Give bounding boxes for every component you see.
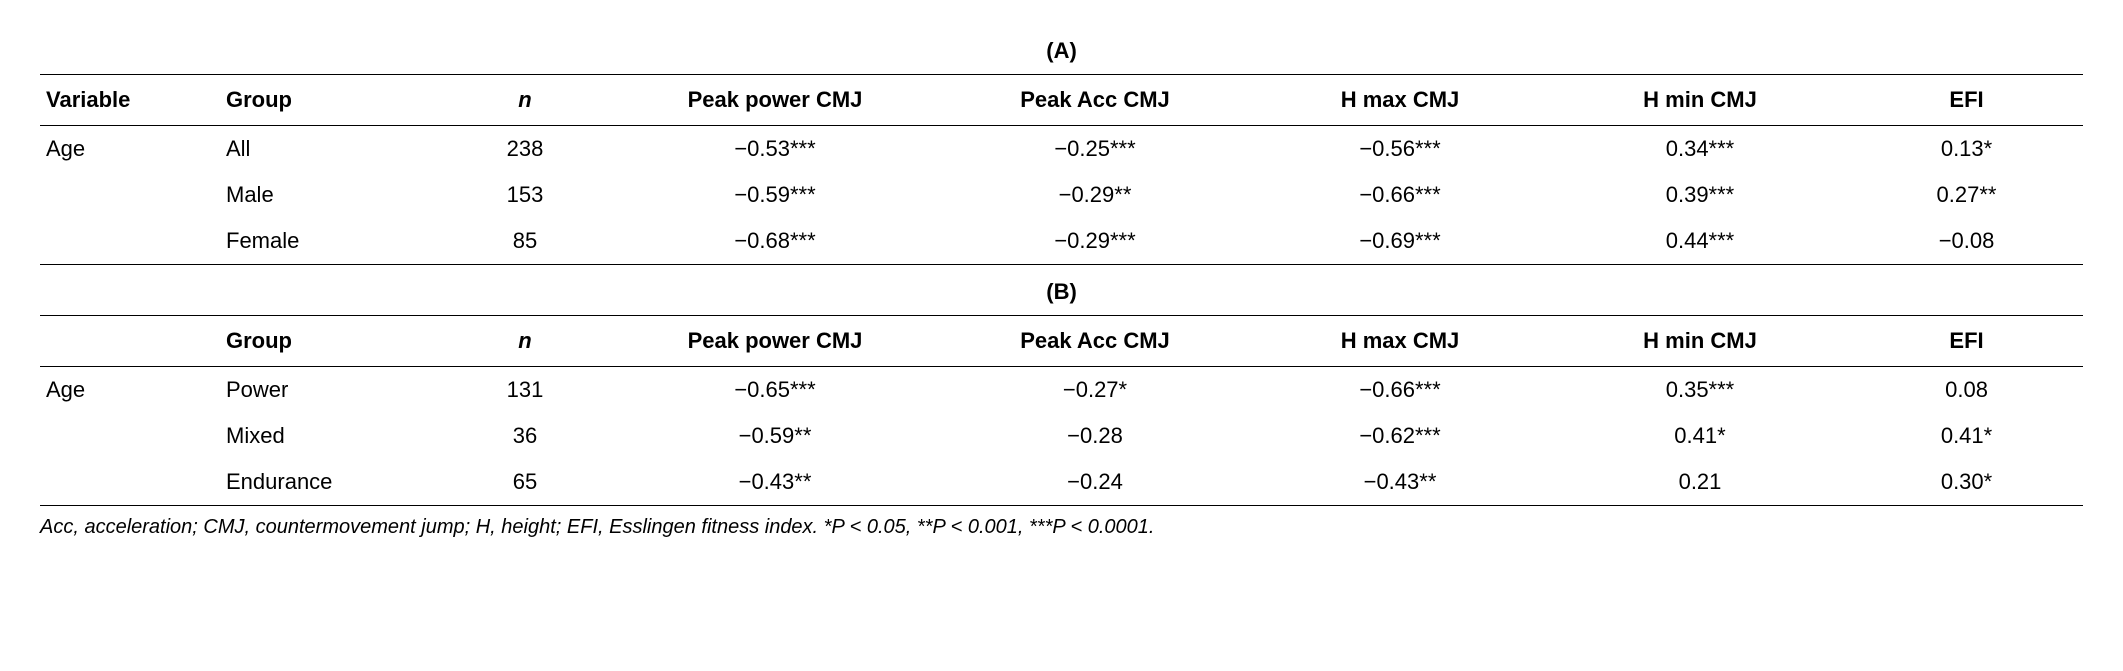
section-b-label: (B) bbox=[40, 265, 2083, 316]
table-footnote: Acc, acceleration; CMJ, countermovement … bbox=[40, 506, 2083, 539]
cell-h-min: 0.41* bbox=[1550, 413, 1850, 459]
col-group: Group bbox=[220, 316, 440, 367]
table-row: Male 153 −0.59*** −0.29** −0.66*** 0.39*… bbox=[40, 172, 2083, 218]
cell-h-max: −0.56*** bbox=[1250, 126, 1550, 173]
variable-label: Age bbox=[40, 126, 220, 173]
col-h-max: H max CMJ bbox=[1250, 75, 1550, 126]
cell-efi: 0.30* bbox=[1850, 459, 2083, 505]
cell-h-min: 0.39*** bbox=[1550, 172, 1850, 218]
cell-peak-power: −0.65*** bbox=[610, 367, 940, 414]
cell-group: Female bbox=[220, 218, 440, 264]
cell-peak-acc: −0.29** bbox=[940, 172, 1250, 218]
cell-peak-acc: −0.27* bbox=[940, 367, 1250, 414]
col-n: n bbox=[440, 75, 610, 126]
col-peak-acc: Peak Acc CMJ bbox=[940, 75, 1250, 126]
cell-n: 131 bbox=[440, 367, 610, 414]
cell-efi: 0.41* bbox=[1850, 413, 2083, 459]
col-h-min: H min CMJ bbox=[1550, 316, 1850, 367]
cell-h-max: −0.62*** bbox=[1250, 413, 1550, 459]
cell-group: All bbox=[220, 126, 440, 173]
section-b-label-row: (B) bbox=[40, 265, 2083, 316]
cell-n: 85 bbox=[440, 218, 610, 264]
section-b-header: Group n Peak power CMJ Peak Acc CMJ H ma… bbox=[40, 316, 2083, 367]
table-row: Age Power 131 −0.65*** −0.27* −0.66*** 0… bbox=[40, 367, 2083, 414]
data-table: (A) Variable Group n Peak power CMJ Peak… bbox=[40, 24, 2083, 506]
table-row: Endurance 65 −0.43** −0.24 −0.43** 0.21 … bbox=[40, 459, 2083, 505]
cell-h-max: −0.43** bbox=[1250, 459, 1550, 505]
cell-peak-power: −0.53*** bbox=[610, 126, 940, 173]
cell-peak-power: −0.59** bbox=[610, 413, 940, 459]
cell-h-min: 0.44*** bbox=[1550, 218, 1850, 264]
col-efi: EFI bbox=[1850, 75, 2083, 126]
cell-efi: 0.13* bbox=[1850, 126, 2083, 173]
cell-efi: 0.27** bbox=[1850, 172, 2083, 218]
section-a-label-row: (A) bbox=[40, 24, 2083, 74]
cell-n: 36 bbox=[440, 413, 610, 459]
col-variable: Variable bbox=[40, 75, 220, 126]
cell-h-min: 0.34*** bbox=[1550, 126, 1850, 173]
cell-peak-power: −0.43** bbox=[610, 459, 940, 505]
cell-n: 65 bbox=[440, 459, 610, 505]
cell-group: Power bbox=[220, 367, 440, 414]
cell-peak-power: −0.59*** bbox=[610, 172, 940, 218]
cell-group: Endurance bbox=[220, 459, 440, 505]
cell-h-max: −0.66*** bbox=[1250, 367, 1550, 414]
cell-n: 153 bbox=[440, 172, 610, 218]
col-efi: EFI bbox=[1850, 316, 2083, 367]
col-variable bbox=[40, 316, 220, 367]
col-h-max: H max CMJ bbox=[1250, 316, 1550, 367]
table-row: Female 85 −0.68*** −0.29*** −0.69*** 0.4… bbox=[40, 218, 2083, 264]
table-row: Mixed 36 −0.59** −0.28 −0.62*** 0.41* 0.… bbox=[40, 413, 2083, 459]
cell-efi: 0.08 bbox=[1850, 367, 2083, 414]
cell-h-min: 0.21 bbox=[1550, 459, 1850, 505]
cell-peak-acc: −0.28 bbox=[940, 413, 1250, 459]
col-h-min: H min CMJ bbox=[1550, 75, 1850, 126]
table-row: Age All 238 −0.53*** −0.25*** −0.56*** 0… bbox=[40, 126, 2083, 173]
cell-group: Mixed bbox=[220, 413, 440, 459]
section-a-label: (A) bbox=[40, 24, 2083, 74]
cell-peak-power: −0.68*** bbox=[610, 218, 940, 264]
col-peak-acc: Peak Acc CMJ bbox=[940, 316, 1250, 367]
cell-h-max: −0.66*** bbox=[1250, 172, 1550, 218]
cell-group: Male bbox=[220, 172, 440, 218]
cell-peak-acc: −0.24 bbox=[940, 459, 1250, 505]
cell-peak-acc: −0.29*** bbox=[940, 218, 1250, 264]
col-peak-power: Peak power CMJ bbox=[610, 316, 940, 367]
col-group: Group bbox=[220, 75, 440, 126]
cell-efi: −0.08 bbox=[1850, 218, 2083, 264]
cell-n: 238 bbox=[440, 126, 610, 173]
col-n: n bbox=[440, 316, 610, 367]
section-a-header: Variable Group n Peak power CMJ Peak Acc… bbox=[40, 75, 2083, 126]
variable-label: Age bbox=[40, 367, 220, 414]
cell-h-min: 0.35*** bbox=[1550, 367, 1850, 414]
cell-peak-acc: −0.25*** bbox=[940, 126, 1250, 173]
col-peak-power: Peak power CMJ bbox=[610, 75, 940, 126]
cell-h-max: −0.69*** bbox=[1250, 218, 1550, 264]
